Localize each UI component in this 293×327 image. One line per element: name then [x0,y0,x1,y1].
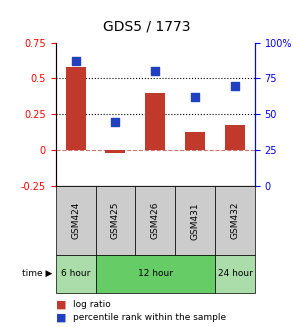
Bar [66,67,86,150]
Text: log ratio: log ratio [73,300,111,309]
Text: 6 hour: 6 hour [61,269,90,278]
Text: GSM424: GSM424 [71,202,80,239]
Text: time ▶: time ▶ [22,269,53,278]
Point [153,69,158,74]
Point [233,83,237,88]
Point [113,119,118,124]
Text: ■: ■ [56,300,66,310]
Bar [145,93,165,150]
Text: GSM431: GSM431 [191,202,200,240]
Text: GDS5 / 1773: GDS5 / 1773 [103,20,190,34]
Text: GSM432: GSM432 [231,202,239,239]
Bar [225,125,245,150]
Text: 24 hour: 24 hour [217,269,253,278]
Bar [105,150,125,153]
Text: GSM426: GSM426 [151,202,160,239]
Point [193,95,197,100]
Bar [185,132,205,150]
Point [73,59,78,64]
Text: GSM425: GSM425 [111,202,120,239]
Text: ■: ■ [56,312,66,322]
Text: 12 hour: 12 hour [138,269,173,278]
Text: percentile rank within the sample: percentile rank within the sample [73,313,226,322]
